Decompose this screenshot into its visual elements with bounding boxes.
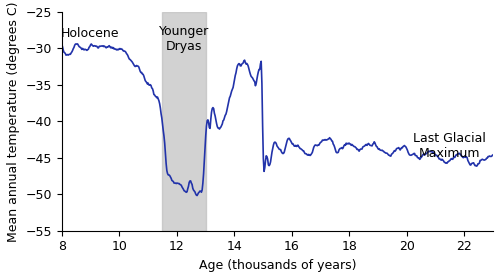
Text: Holocene: Holocene (61, 27, 120, 40)
Text: Last Glacial
Maximum: Last Glacial Maximum (414, 132, 486, 160)
X-axis label: Age (thousands of years): Age (thousands of years) (198, 259, 356, 272)
Bar (162, 12, 206, 231)
Y-axis label: Mean annual temperature (degrees C): Mean annual temperature (degrees C) (7, 1, 20, 242)
Text: Younger
Dryas: Younger Dryas (159, 25, 209, 53)
